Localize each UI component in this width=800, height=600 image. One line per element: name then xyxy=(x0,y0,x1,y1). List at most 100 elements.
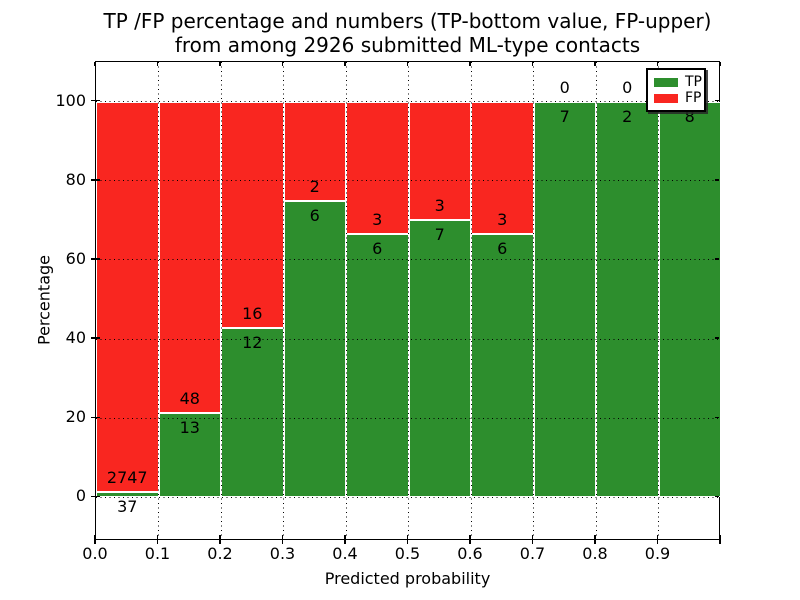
x-tick-mark xyxy=(94,535,96,544)
y-tick-mark-right xyxy=(715,179,719,181)
x-tick-label: 0.3 xyxy=(269,544,296,563)
x-tick-mark xyxy=(281,535,284,544)
tp-bar-segment xyxy=(471,233,534,498)
x-tick-mark-top xyxy=(594,62,596,66)
y-tick-mark xyxy=(91,258,100,260)
fp-count-label: 16 xyxy=(242,303,263,323)
tp-color-swatch xyxy=(654,77,678,87)
x-axis-label: Predicted probability xyxy=(324,569,491,588)
tp-bar-segment xyxy=(533,101,596,498)
h-gridline xyxy=(96,496,719,498)
y-tick-mark xyxy=(91,337,100,339)
tp-bar-segment xyxy=(596,101,659,498)
x-tick-mark xyxy=(531,535,534,544)
y-tick-mark-right xyxy=(715,416,719,419)
tp-bar-segment xyxy=(283,200,346,498)
x-tick-label: 0.9 xyxy=(644,544,671,563)
y-tick-mark-right xyxy=(715,99,719,102)
v-gridline xyxy=(470,62,472,539)
x-tick-mark-top xyxy=(656,62,659,66)
x-tick-label: 0.5 xyxy=(394,544,421,563)
x-tick-mark-top xyxy=(469,62,471,66)
tp-bar-segment xyxy=(346,233,409,498)
x-tick-mark-top xyxy=(531,62,534,66)
fp-bar-segment xyxy=(221,101,284,328)
v-gridline xyxy=(345,62,347,539)
x-tick-label: 0.1 xyxy=(144,544,171,563)
tp-count-label: 7 xyxy=(434,225,445,245)
x-tick-label: 0.7 xyxy=(519,544,546,563)
chart-title-line2: from among 2926 submitted ML-type contac… xyxy=(174,33,641,57)
fp-count-label: 3 xyxy=(497,209,508,229)
y-tick-mark xyxy=(91,179,100,181)
v-gridline xyxy=(158,62,159,539)
v-gridline xyxy=(533,62,534,539)
y-tick-label: 40 xyxy=(65,328,86,348)
x-tick-mark-top xyxy=(156,62,159,66)
x-tick-mark xyxy=(156,535,159,544)
tp-bar-segment xyxy=(221,327,284,498)
x-tick-mark xyxy=(719,535,721,544)
x-tick-label: 0.4 xyxy=(332,544,358,563)
y-tick-mark xyxy=(91,495,100,498)
x-tick-mark-top xyxy=(219,62,221,66)
tp-count-label: 8 xyxy=(684,106,695,126)
tp-count-label: 37 xyxy=(117,497,138,517)
tp-bar-segment xyxy=(408,220,471,498)
legend-item-tp: TP xyxy=(654,75,702,89)
fp-count-label: 48 xyxy=(179,389,200,409)
tp-count-label: 6 xyxy=(497,238,508,258)
fp-bar-segment xyxy=(96,101,159,493)
tp-count-label: 6 xyxy=(372,238,383,258)
tp-count-label: 12 xyxy=(242,332,263,352)
y-tick-label: 100 xyxy=(55,90,86,110)
y-tick-mark xyxy=(91,99,100,102)
tp-count-label: 13 xyxy=(179,418,200,438)
h-gridline xyxy=(96,180,719,182)
v-gridline xyxy=(658,62,659,539)
fp-count-label: 0 xyxy=(622,77,633,97)
x-tick-mark-top xyxy=(94,62,96,66)
tp-count-label: 2 xyxy=(622,106,633,126)
x-tick-mark-top xyxy=(344,62,346,66)
y-tick-label: 80 xyxy=(65,169,86,189)
fp-count-label: 3 xyxy=(372,209,383,229)
x-tick-mark xyxy=(219,535,221,544)
legend-label-fp: FP xyxy=(685,90,702,106)
tp-count-label: 6 xyxy=(309,205,320,225)
chart-title-line1: TP /FP percentage and numbers (TP-bottom… xyxy=(103,9,712,33)
h-gridline xyxy=(96,101,719,103)
h-gridline xyxy=(96,338,719,340)
h-gridline xyxy=(96,417,719,419)
plot-area: 2747374813161226363736070208 xyxy=(95,61,721,540)
y-tick-mark-right xyxy=(715,337,719,339)
legend: TP FP xyxy=(646,68,706,112)
fp-count-label: 3 xyxy=(434,196,445,216)
x-tick-mark-top xyxy=(719,62,721,66)
x-tick-label: 0.2 xyxy=(207,544,233,563)
y-axis-label: Percentage xyxy=(34,254,54,346)
fp-count-label: 2747 xyxy=(106,468,148,488)
v-gridline xyxy=(220,62,222,539)
tp-count-label: 7 xyxy=(559,106,570,126)
x-tick-mark-top xyxy=(281,62,284,66)
x-tick-label: 0.8 xyxy=(582,544,608,563)
chart-title: TP /FP percentage and numbers (TP-bottom… xyxy=(95,9,720,57)
x-tick-label: 0.0 xyxy=(82,544,108,563)
fp-count-label: 0 xyxy=(559,77,570,97)
legend-item-fp: FP xyxy=(654,91,702,105)
x-tick-mark xyxy=(406,535,409,544)
fp-color-swatch xyxy=(654,93,678,103)
v-gridline xyxy=(408,62,409,539)
x-tick-mark xyxy=(469,535,471,544)
x-tick-label: 0.6 xyxy=(457,544,483,563)
y-tick-label: 20 xyxy=(65,407,86,427)
y-tick-label: 60 xyxy=(65,248,86,268)
y-tick-mark xyxy=(91,416,100,419)
x-tick-mark xyxy=(594,535,596,544)
fp-bar-segment xyxy=(158,101,221,414)
tp-bar-segment xyxy=(658,101,721,498)
y-tick-label: 0 xyxy=(75,486,86,506)
y-tick-mark-right xyxy=(715,258,719,260)
